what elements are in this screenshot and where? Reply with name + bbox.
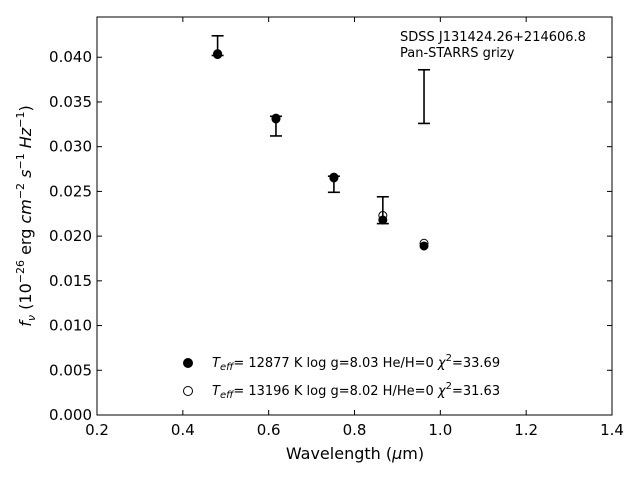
model-point-open (378, 211, 388, 221)
y-tick-label: 0.005 (49, 361, 92, 379)
plot-area (211, 34, 431, 251)
legend-entry-2: Teff= 13196 K log g=8.02 H/He=0 χ2=31.63 (212, 381, 500, 401)
model-point-open (271, 114, 281, 124)
x-tick-label: 1.4 (600, 421, 624, 439)
y-tick-label: 0.010 (49, 317, 92, 335)
x-axis-label: Wavelength (μm) (286, 444, 424, 463)
y-tick-label: 0.025 (49, 182, 92, 200)
y-tick-label: 0.040 (49, 48, 92, 66)
legend-marker-open (183, 386, 193, 396)
x-tick-label: 1.2 (514, 421, 538, 439)
y-tick-label: 0.020 (49, 227, 92, 245)
x-tick-label: 1.0 (428, 421, 452, 439)
legend: Teff= 12877 K log g=8.03 He/H=0 χ2=33.69… (183, 353, 500, 401)
legend-entry-1: Teff= 12877 K log g=8.03 He/H=0 χ2=33.69 (212, 353, 500, 373)
annotation-object-name: SDSS J131424.26+214606.8 (400, 30, 586, 45)
y-tick-label: 0.030 (49, 138, 92, 156)
model-point-open (419, 238, 429, 248)
x-tick-label: 0.6 (257, 421, 281, 439)
x-tick-label: 0.8 (343, 421, 367, 439)
annotation-survey: Pan-STARRS grizy (400, 46, 515, 61)
x-tick-label: 0.2 (85, 421, 109, 439)
x-tick-label: 0.4 (171, 421, 195, 439)
y-axis-label: fν (10−26 erg cm−2 s−1 Hz−1) (14, 105, 38, 326)
y-tick-label: 0.015 (49, 272, 92, 290)
y-axis-ticks: 0.000 0.005 0.010 0.015 0.020 0.025 0.030 0.035… (49, 48, 612, 424)
model-point-open (329, 173, 339, 183)
model-point-open (213, 49, 223, 59)
y-tick-label: 0.035 (49, 93, 92, 111)
model-point-filled (419, 241, 429, 251)
legend-marker-filled (183, 358, 193, 368)
y-tick-label: 0.000 (49, 406, 92, 424)
x-axis-ticks: 0.2 0.4 0.6 0.8 1.0 1.2 1.4 (85, 17, 624, 439)
